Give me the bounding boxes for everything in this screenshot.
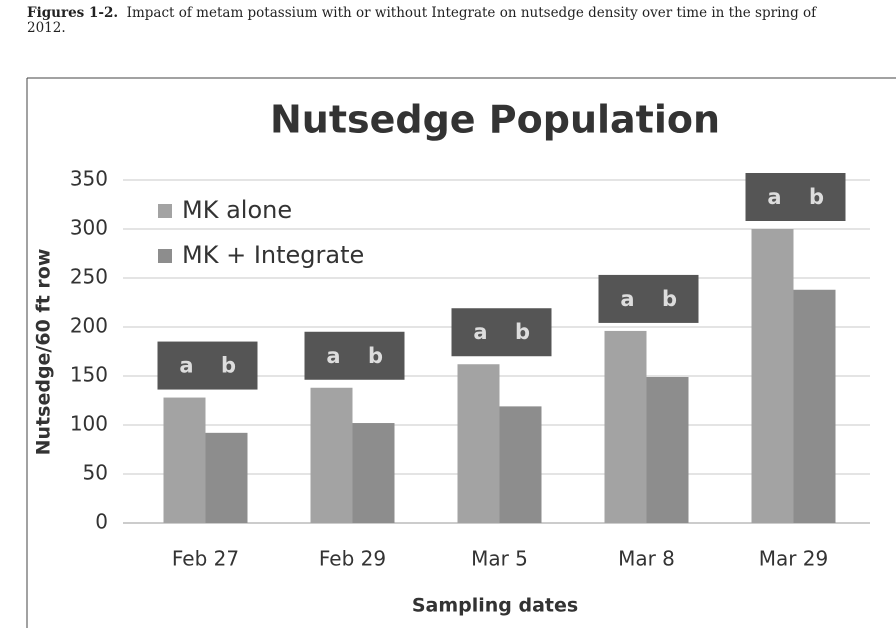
legend-swatch	[158, 249, 172, 263]
y-tick-label: 100	[70, 412, 108, 436]
x-tick-label: Feb 29	[319, 547, 386, 571]
bar	[310, 387, 353, 523]
legend-label: MK alone	[182, 196, 292, 224]
annotation-letter: a	[473, 320, 487, 344]
bar	[646, 376, 689, 523]
y-tick-label: 50	[83, 461, 108, 485]
x-tick-label: Mar 29	[759, 547, 829, 571]
annotation-letter: b	[368, 344, 383, 368]
y-tick-label: 200	[70, 314, 108, 338]
chart-title: Nutsedge Population	[270, 98, 720, 142]
annotation-letter: b	[809, 185, 824, 209]
y-tick-label: 350	[70, 167, 108, 191]
annotation-box	[451, 308, 552, 357]
annotation-letter: b	[662, 287, 677, 311]
bar	[205, 432, 248, 523]
y-tick-label: 150	[70, 363, 108, 387]
annotation-letter: b	[221, 354, 236, 378]
bar	[499, 406, 542, 523]
y-axis-label: Nutsedge/60 ft row	[33, 249, 55, 456]
y-tick-label: 300	[70, 216, 108, 240]
annotation-letter: a	[179, 354, 193, 378]
legend-swatch	[158, 204, 172, 218]
caption: Figures 1-2. Impact of metam potassium w…	[27, 6, 857, 36]
annotation-letter: a	[767, 185, 781, 209]
x-axis-label: Sampling dates	[412, 595, 578, 617]
annotation-letter: a	[326, 344, 340, 368]
caption-text: Impact of metam potassium with or withou…	[27, 5, 817, 36]
y-tick-label: 250	[70, 265, 108, 289]
y-tick-label: 0	[95, 510, 108, 534]
annotation-box	[304, 331, 405, 380]
caption-label: Figures 1-2.	[27, 5, 119, 21]
annotation-box	[598, 274, 699, 323]
bar	[163, 397, 206, 523]
annotation-letter: b	[515, 320, 530, 344]
bar	[457, 364, 500, 523]
bar	[793, 289, 836, 523]
bar	[352, 423, 395, 523]
x-tick-label: Mar 8	[618, 547, 675, 571]
x-tick-label: Mar 5	[471, 547, 528, 571]
x-tick-label: Feb 27	[172, 547, 239, 571]
annotation-letter: a	[620, 287, 634, 311]
annotation-box	[157, 341, 258, 390]
legend-label: MK + Integrate	[182, 241, 364, 269]
bar	[751, 229, 794, 523]
annotation-box	[745, 173, 846, 221]
bar	[604, 330, 647, 523]
